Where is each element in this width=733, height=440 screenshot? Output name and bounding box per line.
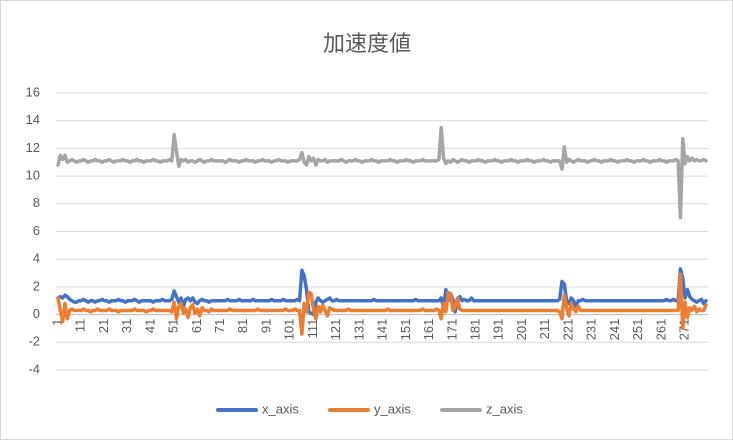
x-tick-label: 181 bbox=[468, 319, 483, 341]
x-tick-label: 81 bbox=[235, 319, 250, 333]
series-line bbox=[56, 267, 708, 317]
x-tick-label: 251 bbox=[630, 319, 645, 341]
y-tick-label: 14 bbox=[26, 112, 40, 127]
x-tick-label: 211 bbox=[537, 319, 552, 340]
x-tick-label: 191 bbox=[491, 319, 506, 341]
y-tick-label: 8 bbox=[33, 195, 40, 210]
x-tick-label: 31 bbox=[119, 319, 134, 333]
y-tick-label: 4 bbox=[33, 251, 40, 266]
x-tick-label: 91 bbox=[258, 319, 273, 333]
legend-label: z_axis bbox=[486, 401, 523, 416]
x-tick-label: 1 bbox=[49, 319, 64, 326]
y-tick-label: 16 bbox=[26, 84, 40, 99]
x-tick-label: 221 bbox=[560, 319, 575, 341]
series-line bbox=[56, 125, 708, 220]
legend-label: x_axis bbox=[262, 401, 299, 416]
y-tick-label: 6 bbox=[33, 223, 40, 238]
x-tick-label: 121 bbox=[328, 319, 343, 341]
x-tick-label: 11 bbox=[73, 319, 88, 333]
y-tick-label: 10 bbox=[26, 168, 40, 183]
x-tick-label: 41 bbox=[142, 319, 157, 333]
x-tick-label: 61 bbox=[189, 319, 204, 333]
legend-label: y_axis bbox=[374, 401, 411, 416]
x-tick-label: 241 bbox=[607, 319, 622, 341]
x-tick-label: 101 bbox=[282, 319, 297, 341]
y-tick-label: 2 bbox=[33, 278, 40, 293]
x-tick-label: 171 bbox=[444, 319, 459, 341]
y-tick-label: 12 bbox=[26, 140, 40, 155]
x-tick-label: 71 bbox=[212, 319, 227, 333]
series-line bbox=[56, 272, 708, 336]
x-tick-label: 21 bbox=[96, 319, 111, 333]
x-tick-label: 51 bbox=[166, 319, 181, 333]
x-tick-label: 111 bbox=[305, 319, 320, 339]
y-tick-label: 0 bbox=[33, 306, 40, 321]
x-tick-label: 131 bbox=[351, 319, 366, 341]
x-tick-label: 151 bbox=[398, 319, 413, 341]
x-tick-label: 141 bbox=[375, 319, 390, 341]
y-tick-label: -4 bbox=[28, 361, 40, 376]
chart-title: 加速度値 bbox=[323, 31, 411, 56]
y-tick-label: -2 bbox=[28, 334, 40, 349]
x-tick-label: 161 bbox=[421, 319, 436, 341]
x-tick-label: 201 bbox=[514, 319, 529, 341]
x-tick-label: 261 bbox=[653, 319, 668, 341]
x-tick-label: 231 bbox=[584, 319, 599, 341]
